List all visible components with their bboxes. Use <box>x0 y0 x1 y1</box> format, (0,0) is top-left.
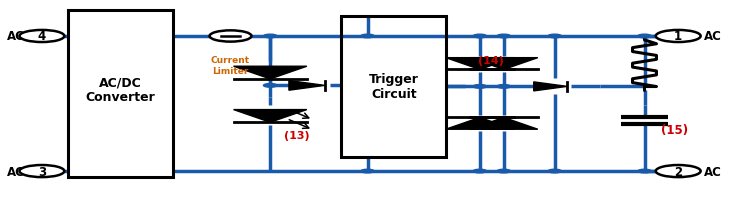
Circle shape <box>361 35 374 39</box>
Text: AC: AC <box>704 30 722 43</box>
Circle shape <box>263 35 277 39</box>
Text: 4: 4 <box>38 30 46 43</box>
Polygon shape <box>534 82 567 92</box>
Circle shape <box>548 35 562 39</box>
Circle shape <box>497 35 511 39</box>
Circle shape <box>638 169 651 173</box>
Circle shape <box>361 169 374 173</box>
Polygon shape <box>446 58 514 70</box>
Text: Current
Limiter: Current Limiter <box>211 56 250 75</box>
Polygon shape <box>470 118 538 130</box>
Text: AC/DC
Converter: AC/DC Converter <box>86 76 155 104</box>
Bar <box>68 11 172 177</box>
Circle shape <box>548 169 562 173</box>
Text: AC: AC <box>7 165 25 178</box>
Text: (14): (14) <box>478 56 504 66</box>
Text: 2: 2 <box>674 165 682 178</box>
Polygon shape <box>446 118 514 130</box>
Polygon shape <box>233 67 307 80</box>
Text: 3: 3 <box>38 165 46 178</box>
Circle shape <box>497 169 511 173</box>
Circle shape <box>497 85 511 89</box>
Text: (15): (15) <box>661 124 688 137</box>
Circle shape <box>473 35 487 39</box>
Text: 1: 1 <box>674 30 682 43</box>
Circle shape <box>638 35 651 39</box>
Polygon shape <box>233 110 307 123</box>
Polygon shape <box>470 58 538 70</box>
Text: AC: AC <box>704 165 722 178</box>
Circle shape <box>473 85 487 89</box>
Text: AC: AC <box>7 30 25 43</box>
Bar <box>341 17 446 157</box>
Circle shape <box>263 84 277 88</box>
Text: (13): (13) <box>284 130 309 140</box>
Text: Trigger
Circuit: Trigger Circuit <box>369 73 419 101</box>
Circle shape <box>473 169 487 173</box>
Polygon shape <box>289 81 325 91</box>
